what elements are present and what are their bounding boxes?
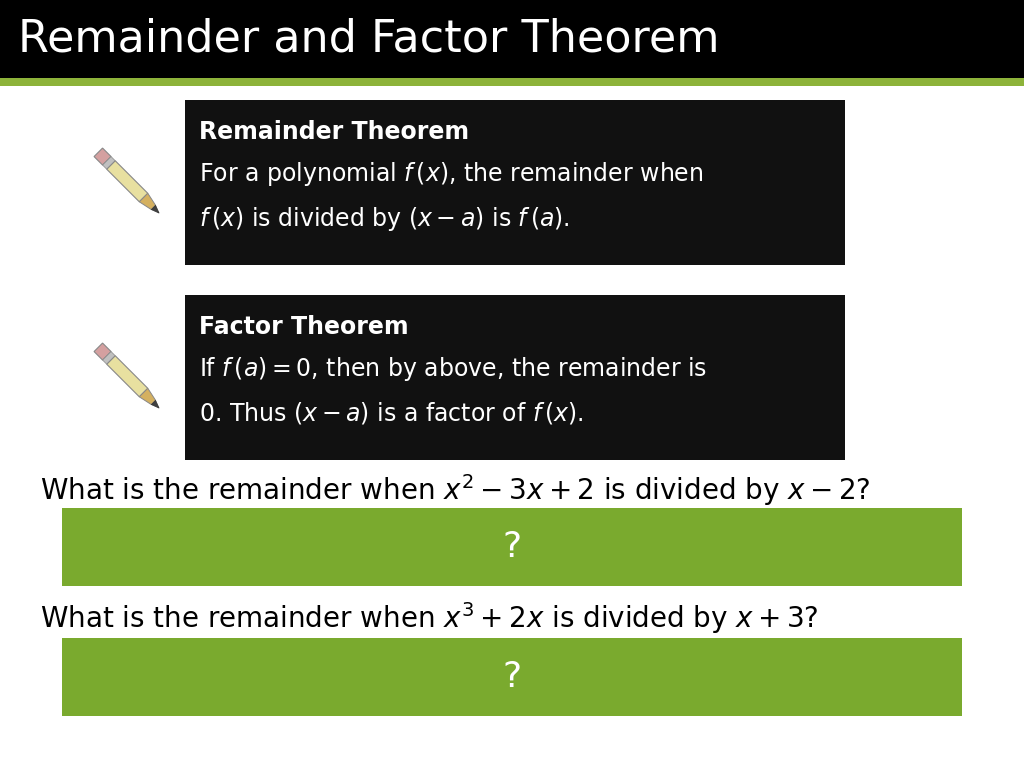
- Polygon shape: [102, 157, 116, 169]
- Text: If $f\,(a) = 0$, then by above, the remainder is: If $f\,(a) = 0$, then by above, the rema…: [199, 355, 708, 383]
- Polygon shape: [152, 400, 159, 408]
- Bar: [185, 295, 845, 460]
- Text: ?: ?: [503, 660, 521, 694]
- Bar: [185, 100, 845, 265]
- Polygon shape: [106, 356, 147, 397]
- Text: For a polynomial $f\,(x)$, the remainder when: For a polynomial $f\,(x)$, the remainder…: [199, 160, 703, 188]
- Polygon shape: [139, 194, 156, 210]
- Polygon shape: [106, 161, 147, 202]
- Polygon shape: [139, 389, 156, 405]
- Text: Remainder Theorem: Remainder Theorem: [199, 120, 469, 144]
- Bar: [0, 0, 1024, 78]
- Text: Remainder and Factor Theorem: Remainder and Factor Theorem: [18, 18, 720, 61]
- Bar: [62, 508, 962, 586]
- Text: $f\,(x)$ is divided by $(x - a)$ is $f\,(a)$.: $f\,(x)$ is divided by $(x - a)$ is $f\,…: [199, 205, 569, 233]
- Text: ?: ?: [503, 530, 521, 564]
- Bar: [0, 78, 1024, 86]
- Text: What is the remainder when $x^2 - 3x + 2$ is divided by $x - 2$?: What is the remainder when $x^2 - 3x + 2…: [40, 472, 870, 508]
- Polygon shape: [152, 205, 159, 213]
- Polygon shape: [94, 343, 111, 360]
- Text: Factor Theorem: Factor Theorem: [199, 315, 409, 339]
- Text: What is the remainder when $x^3 + 2x$ is divided by $x + 3$?: What is the remainder when $x^3 + 2x$ is…: [40, 600, 819, 636]
- Polygon shape: [94, 148, 111, 165]
- Bar: [62, 638, 962, 716]
- Text: 0. Thus $(x - a)$ is a factor of $f\,(x)$.: 0. Thus $(x - a)$ is a factor of $f\,(x)…: [199, 400, 584, 426]
- Polygon shape: [102, 352, 116, 364]
